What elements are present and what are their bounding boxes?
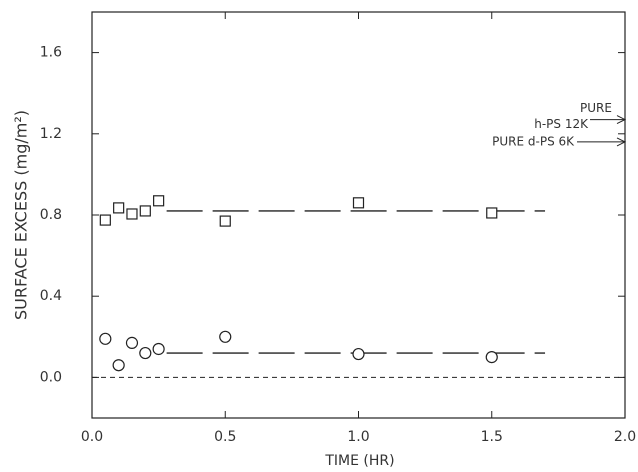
arrow-head — [616, 137, 627, 147]
y-axis-title: SURFACE EXCESS (mg/m²) — [12, 110, 31, 320]
y-tick-label: 0.0 — [40, 369, 62, 385]
y-tick-label: 1.6 — [40, 45, 62, 61]
annotation-text: PURE — [580, 101, 612, 115]
y-tick-label: 0.4 — [40, 288, 62, 304]
x-tick-label: 0.0 — [81, 429, 103, 445]
square-point — [113, 202, 125, 214]
square-point — [486, 207, 498, 219]
circle-point — [99, 332, 112, 345]
square-point — [99, 214, 111, 226]
x-axis-title: TIME (HR) — [324, 453, 394, 469]
square-point — [126, 208, 138, 220]
square-point — [153, 195, 165, 207]
circle-point — [125, 336, 139, 349]
circle-point — [219, 330, 232, 343]
square-point — [219, 215, 231, 227]
x-tick-label: 1.0 — [347, 429, 369, 445]
x-tick-label: 1.5 — [481, 429, 503, 445]
circle-point — [139, 346, 152, 360]
y-tick-label: 1.2 — [40, 126, 62, 142]
arrow-head — [616, 115, 627, 125]
x-tick-label: 0.5 — [214, 429, 236, 445]
annotation-text: PURE d-PS 6K — [492, 134, 575, 148]
circle-point — [485, 351, 498, 364]
x-tick-label: 2.0 — [614, 429, 636, 445]
square-point — [352, 197, 365, 209]
y-tick-label: 0.8 — [40, 207, 62, 223]
square-point — [139, 205, 151, 217]
circle-point — [112, 359, 125, 372]
annotation-text: h-PS 12K — [534, 117, 589, 131]
circle-point — [352, 347, 365, 361]
circle-point — [152, 342, 165, 356]
